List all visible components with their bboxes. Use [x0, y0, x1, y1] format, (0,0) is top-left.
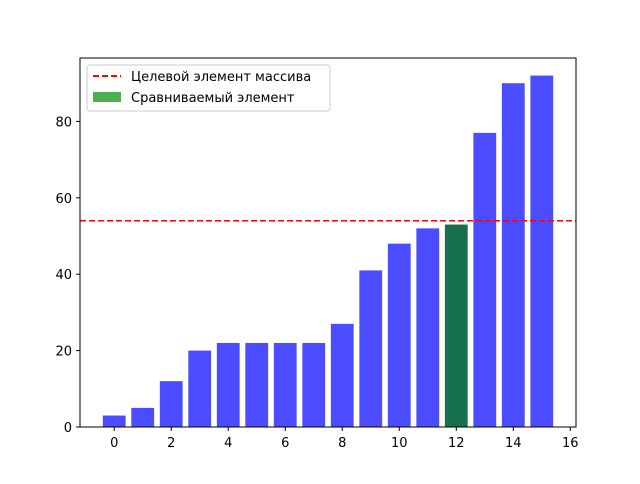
y-tick-label: 20 — [55, 345, 72, 360]
x-axis: 0 2 4 6 8 10 12 14 16 — [110, 427, 579, 451]
plot-frame — [79, 57, 577, 428]
y-tick-label: 40 — [55, 268, 72, 283]
bar — [530, 75, 554, 427]
bar — [302, 342, 326, 427]
bar — [359, 270, 383, 427]
bars-layer — [102, 75, 554, 428]
x-tick-label: 10 — [391, 436, 408, 451]
bar — [131, 407, 155, 427]
bar — [387, 243, 411, 427]
bar — [501, 83, 525, 428]
bar — [159, 381, 183, 427]
legend-compared-label: Сравниваемый элемент — [131, 91, 295, 106]
legend: Целевой элемент массива Сравниваемый эле… — [86, 64, 331, 112]
legend-frame — [86, 64, 331, 112]
bar — [245, 342, 269, 427]
bar — [330, 323, 354, 427]
x-tick-label: 16 — [562, 436, 579, 451]
x-tick-label: 6 — [281, 436, 289, 451]
bar-compared — [444, 224, 468, 427]
y-tick-label: 60 — [55, 192, 72, 207]
bar — [416, 228, 440, 427]
x-tick-label: 8 — [338, 436, 346, 451]
legend-target-label: Целевой элемент массива — [131, 70, 311, 85]
x-tick-label: 0 — [110, 436, 118, 451]
bar — [102, 415, 126, 427]
legend-compared-swatch — [93, 92, 121, 102]
x-tick-label: 12 — [448, 436, 465, 451]
bar — [216, 342, 240, 427]
bar — [273, 342, 297, 427]
y-tick-label: 0 — [64, 421, 72, 436]
bar — [473, 132, 497, 427]
y-axis: 0 20 40 60 80 — [55, 115, 80, 436]
bar — [188, 350, 212, 427]
y-tick-label: 80 — [55, 115, 72, 130]
x-tick-label: 2 — [167, 436, 175, 451]
x-tick-label: 14 — [505, 436, 522, 451]
x-tick-label: 4 — [224, 436, 232, 451]
